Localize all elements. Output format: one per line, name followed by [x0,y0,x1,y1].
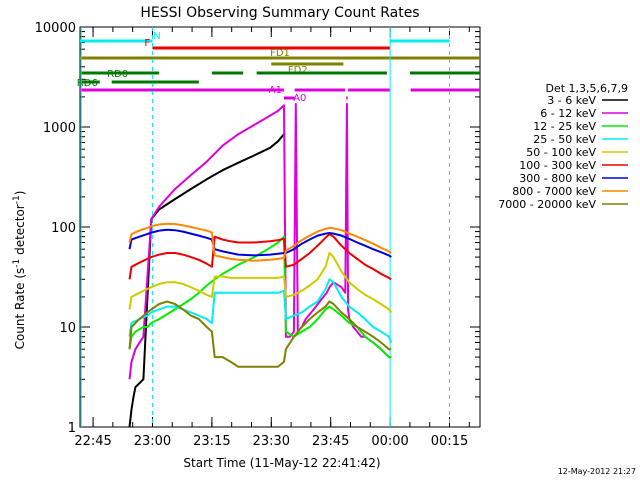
x-axis-label: Start Time (11-May-12 22:41:42) [183,456,380,470]
legend-entry-label: 6 - 12 keV [540,107,596,120]
x-tick-label: 22:45 [74,434,111,449]
footer-timestamp: 12-May-2012 21:27 [558,467,636,476]
flag-label-a0: A0 [293,93,306,104]
flag-bars: NF FD1 FD2 RD0 RD6 A1 A0 [77,27,480,427]
legend-entry-label: 50 - 100 keV [526,146,596,159]
flag-label-rd6: RD6 [77,78,98,89]
x-tick-label: 23:15 [193,434,230,449]
x-tick-label: 23:45 [312,434,349,449]
flag-label-a1: A1 [269,85,282,96]
series-line-6 [128,233,392,281]
legend-entry-label: 800 - 7000 keV [512,185,596,198]
y-axis-label: Count Rate (s-1 detector-1) [12,191,27,350]
x-tick-label: 00:15 [431,434,468,449]
legend-entry-label: 25 - 50 keV [533,133,596,146]
x-tick-label: 23:30 [253,434,290,449]
y-tick-label: 10 [59,321,76,336]
flag-label-n: N [153,31,160,42]
flag-label-fd1: FD1 [270,48,290,59]
legend-entry-label: 12 - 25 keV [533,120,596,133]
y-tick-label: 1 [68,421,76,436]
series-line-9 [128,300,392,368]
y-tick-label: 10000 [35,21,76,36]
series-line-8 [128,222,392,262]
x-tick-label: 00:00 [371,434,408,449]
legend-entry-label: 100 - 300 keV [519,159,596,172]
legend-title: Det 1,3,5,6,7,9 [545,82,628,95]
chart-title: HESSI Observing Summary Count Rates [140,5,419,21]
flag-label-rd0: RD0 [107,69,128,80]
data-series [128,103,393,428]
series-line-7 [128,228,392,258]
series-line-5 [128,252,393,314]
legend-entry-label: 300 - 800 keV [519,172,596,185]
legend-entry-label: 3 - 6 keV [547,94,596,107]
svg-text:Count Rate (s-1 detector-1): Count Rate (s-1 detector-1) [12,191,27,350]
legend-entry-label: 7000 - 20000 keV [498,198,596,211]
flag-label-f: F [144,38,150,49]
flag-label-fd2: FD2 [288,65,308,76]
series-line-4 [128,278,393,343]
y-tick-label: 100 [51,221,76,236]
x-tick-label: 23:00 [134,434,171,449]
plot-axes: 1 10 100 1000 10000 22:45 23:00 23:15 23:30 23:45… [35,21,481,449]
series-line-1 [128,133,285,428]
y-tick-label: 1000 [43,121,76,136]
